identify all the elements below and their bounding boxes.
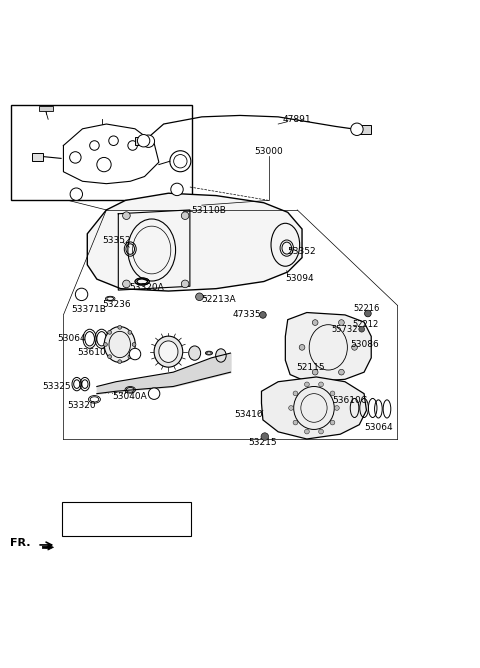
- Text: 53325: 53325: [42, 382, 71, 391]
- Text: 53040A: 53040A: [112, 393, 147, 401]
- Circle shape: [260, 311, 266, 318]
- Text: 53094: 53094: [285, 274, 314, 283]
- Text: A: A: [145, 137, 151, 146]
- Circle shape: [261, 433, 269, 440]
- Circle shape: [148, 388, 160, 399]
- Text: 52115: 52115: [296, 363, 325, 372]
- Circle shape: [181, 212, 189, 220]
- Bar: [11, 105, 192, 200]
- Circle shape: [335, 405, 339, 410]
- Text: 52212: 52212: [352, 320, 378, 329]
- Circle shape: [104, 343, 108, 347]
- Text: 53410: 53410: [234, 409, 263, 419]
- Circle shape: [312, 369, 318, 375]
- Circle shape: [181, 280, 189, 288]
- Text: C: C: [174, 185, 180, 194]
- Text: B: B: [73, 190, 79, 198]
- Circle shape: [128, 355, 132, 359]
- Text: 53320A: 53320A: [130, 283, 164, 292]
- Circle shape: [137, 134, 150, 147]
- Text: 52216: 52216: [353, 304, 380, 313]
- Ellipse shape: [189, 346, 201, 360]
- Text: 53352: 53352: [288, 247, 316, 257]
- Text: 2: 2: [132, 349, 137, 359]
- Text: 47891: 47891: [283, 115, 312, 124]
- Circle shape: [132, 343, 136, 347]
- Text: A: A: [79, 290, 84, 299]
- Ellipse shape: [159, 341, 178, 363]
- Polygon shape: [262, 377, 366, 439]
- Circle shape: [128, 331, 132, 334]
- Text: 55732: 55732: [332, 325, 358, 334]
- Circle shape: [129, 348, 141, 360]
- Circle shape: [304, 382, 309, 387]
- Circle shape: [108, 355, 111, 359]
- Text: 53352: 53352: [103, 236, 131, 245]
- Text: FR.: FR.: [10, 538, 31, 548]
- Text: THE NO.53210A: ①∼②: THE NO.53210A: ①∼②: [71, 519, 171, 528]
- Circle shape: [319, 382, 324, 387]
- Text: 53236: 53236: [103, 300, 131, 309]
- Circle shape: [359, 327, 364, 332]
- Text: NOTE: NOTE: [97, 508, 125, 516]
- Circle shape: [299, 345, 305, 350]
- Circle shape: [364, 310, 371, 317]
- Ellipse shape: [216, 349, 226, 362]
- Polygon shape: [87, 193, 302, 291]
- Circle shape: [293, 420, 298, 425]
- Ellipse shape: [154, 336, 183, 367]
- Bar: [33, 153, 43, 161]
- Circle shape: [288, 405, 293, 410]
- Circle shape: [122, 212, 130, 220]
- Text: 47335: 47335: [233, 311, 262, 319]
- FancyBboxPatch shape: [62, 502, 191, 536]
- Text: 1: 1: [152, 389, 156, 398]
- Text: 53215: 53215: [249, 438, 277, 448]
- Text: 53610C: 53610C: [332, 396, 367, 405]
- Circle shape: [338, 369, 344, 375]
- Circle shape: [338, 320, 344, 325]
- Text: B: B: [141, 136, 146, 145]
- Text: C: C: [354, 125, 360, 134]
- Text: 53371B: 53371B: [71, 305, 106, 314]
- Circle shape: [118, 325, 121, 329]
- Circle shape: [122, 280, 130, 288]
- Text: 53610C: 53610C: [77, 347, 112, 357]
- Circle shape: [330, 391, 335, 395]
- Bar: [38, 106, 53, 111]
- Circle shape: [304, 429, 309, 434]
- Text: 53000: 53000: [254, 147, 283, 156]
- Bar: [357, 125, 371, 134]
- Text: 53086: 53086: [351, 340, 379, 349]
- Circle shape: [70, 188, 83, 200]
- Ellipse shape: [104, 327, 135, 363]
- Circle shape: [118, 360, 121, 363]
- Text: 53064: 53064: [58, 334, 86, 343]
- Circle shape: [196, 293, 203, 301]
- Circle shape: [330, 420, 335, 425]
- Circle shape: [171, 183, 183, 196]
- Circle shape: [108, 331, 111, 334]
- Text: 53064: 53064: [364, 423, 393, 432]
- Bar: [135, 137, 144, 144]
- Text: 53110B: 53110B: [192, 206, 227, 215]
- Circle shape: [75, 288, 88, 301]
- Circle shape: [351, 123, 363, 136]
- Circle shape: [319, 429, 324, 434]
- Text: 53320: 53320: [67, 401, 96, 410]
- Text: 52213A: 52213A: [201, 295, 236, 304]
- Circle shape: [312, 320, 318, 325]
- Circle shape: [352, 345, 358, 350]
- Circle shape: [142, 135, 155, 148]
- Circle shape: [293, 391, 298, 395]
- Polygon shape: [285, 313, 371, 381]
